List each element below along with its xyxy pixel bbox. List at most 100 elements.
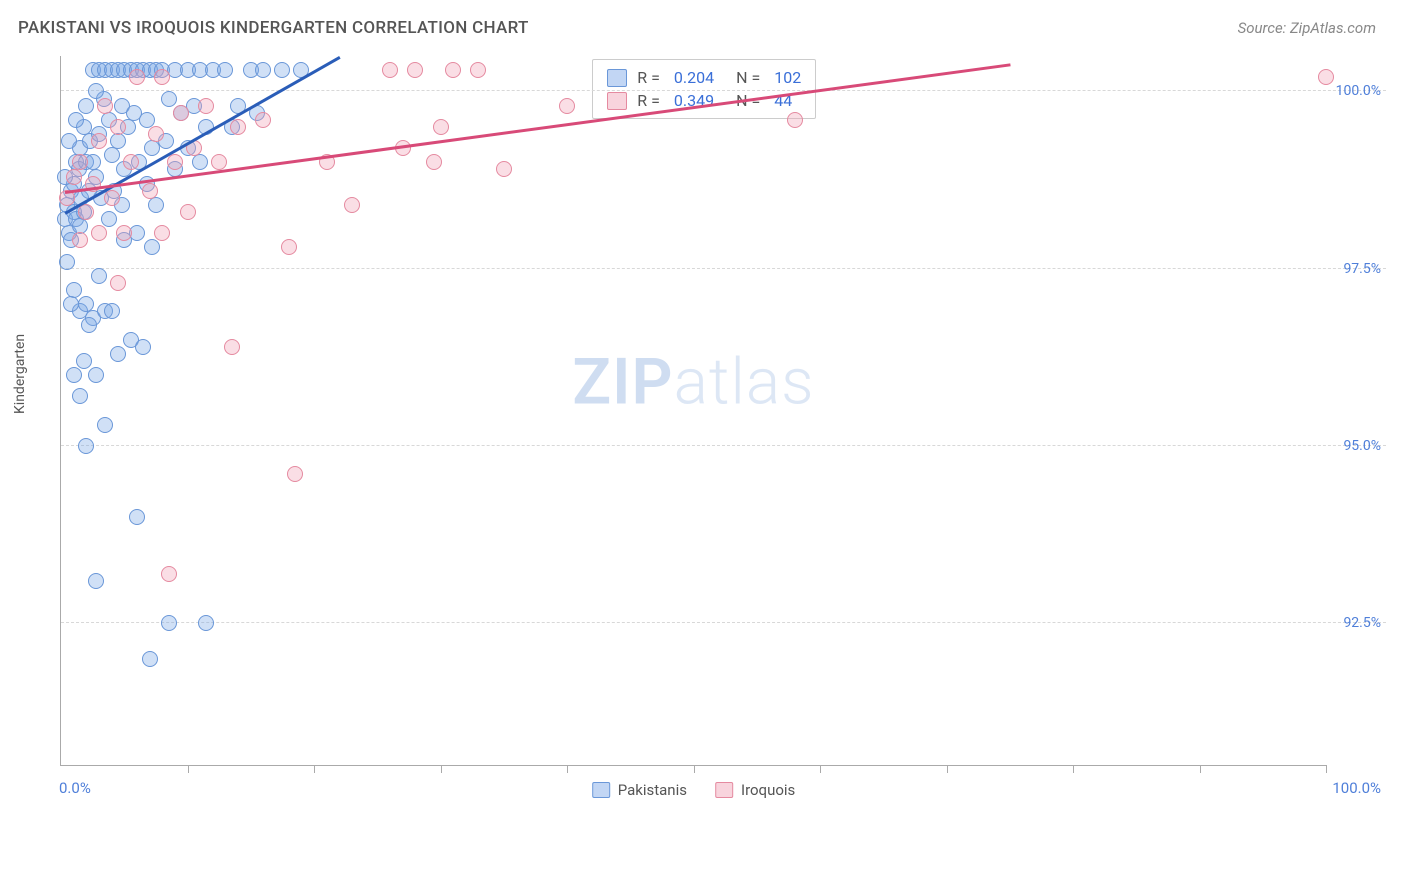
data-point: [211, 154, 227, 170]
data-point: [496, 161, 512, 177]
r-label: R =: [637, 68, 660, 87]
data-point: [63, 296, 79, 312]
watermark: ZIPatlas: [572, 345, 814, 420]
data-point: [344, 197, 360, 213]
data-point: [382, 62, 398, 78]
r-label: R =: [637, 91, 660, 110]
data-point: [407, 62, 423, 78]
data-point: [426, 154, 442, 170]
watermark-atlas: atlas: [674, 345, 815, 420]
data-point: [123, 154, 139, 170]
data-point: [148, 197, 164, 213]
chart-header: PAKISTANI VS IROQUOIS KINDERGARTEN CORRE…: [0, 0, 1406, 46]
data-point: [433, 119, 449, 135]
chart-container: Kindergarten ZIPatlas 0.0% 100.0% R =0.2…: [60, 46, 1386, 826]
legend-swatch: [592, 782, 610, 798]
r-value: 0.204: [674, 68, 714, 87]
data-point: [59, 254, 75, 270]
data-point: [287, 466, 303, 482]
data-point: [230, 119, 246, 135]
x-tick: [947, 765, 948, 773]
x-tick: [314, 765, 315, 773]
data-point: [88, 367, 104, 383]
y-tick-label: 97.5%: [1343, 261, 1381, 277]
x-tick: [1326, 765, 1327, 773]
data-point: [104, 190, 120, 206]
legend-swatch: [715, 782, 733, 798]
data-point: [161, 615, 177, 631]
data-point: [281, 239, 297, 255]
legend-item: Pakistanis: [592, 781, 687, 799]
data-point: [116, 225, 132, 241]
data-point: [91, 225, 107, 241]
data-point: [787, 112, 803, 128]
data-point: [142, 183, 158, 199]
gridline: [61, 622, 1386, 623]
n-value: 102: [774, 68, 801, 87]
data-point: [61, 133, 77, 149]
data-point: [104, 303, 120, 319]
data-point: [470, 62, 486, 78]
chart-title: PAKISTANI VS IROQUOIS KINDERGARTEN CORRE…: [18, 18, 529, 38]
data-point: [1318, 69, 1334, 85]
data-point: [78, 438, 94, 454]
data-point: [198, 98, 214, 114]
n-label: N =: [736, 68, 760, 87]
series-legend: Pakistanis Iroquois: [592, 781, 796, 799]
data-point: [78, 98, 94, 114]
x-tick: [188, 765, 189, 773]
data-point: [224, 339, 240, 355]
legend-row: R =0.349N = 44: [607, 89, 801, 112]
data-point: [217, 62, 233, 78]
data-point: [161, 566, 177, 582]
data-point: [173, 105, 189, 121]
data-point: [167, 154, 183, 170]
data-point: [154, 225, 170, 241]
data-point: [72, 154, 88, 170]
x-tick: [1073, 765, 1074, 773]
plot-area: ZIPatlas 0.0% 100.0% R =0.204N =102R =0.…: [60, 56, 1326, 766]
data-point: [66, 367, 82, 383]
data-point: [110, 346, 126, 362]
data-point: [72, 388, 88, 404]
data-point: [110, 119, 126, 135]
x-tick: [567, 765, 568, 773]
data-point: [144, 239, 160, 255]
data-point: [78, 204, 94, 220]
data-point: [255, 62, 271, 78]
data-point: [129, 509, 145, 525]
legend-swatch: [607, 69, 627, 87]
data-point: [445, 62, 461, 78]
y-axis-title: Kindergarten: [12, 334, 28, 414]
data-point: [110, 133, 126, 149]
data-point: [97, 98, 113, 114]
data-point: [91, 268, 107, 284]
data-point: [161, 91, 177, 107]
gridline: [61, 445, 1386, 446]
data-point: [104, 147, 120, 163]
x-axis-label-max: 100.0%: [1332, 779, 1381, 797]
data-point: [81, 317, 97, 333]
data-point: [255, 112, 271, 128]
data-point: [274, 62, 290, 78]
data-point: [110, 275, 126, 291]
y-tick-label: 92.5%: [1343, 615, 1381, 631]
data-point: [76, 353, 92, 369]
data-point: [66, 169, 82, 185]
data-point: [154, 69, 170, 85]
legend-row: R = 0.204 N = 102: [607, 66, 801, 89]
legend-label: Iroquois: [741, 781, 795, 799]
data-point: [68, 112, 84, 128]
y-tick-label: 100.0%: [1336, 83, 1381, 99]
correlation-legend: R = 0.204 N = 102 R =0.349N = 44: [592, 59, 816, 119]
gridline: [61, 268, 1386, 269]
legend-label: Pakistanis: [618, 781, 687, 799]
x-tick: [441, 765, 442, 773]
chart-source: Source: ZipAtlas.com: [1238, 19, 1376, 37]
data-point: [148, 126, 164, 142]
data-point: [142, 651, 158, 667]
x-tick: [1200, 765, 1201, 773]
watermark-zip: ZIP: [572, 345, 673, 420]
data-point: [129, 69, 145, 85]
data-point: [88, 573, 104, 589]
